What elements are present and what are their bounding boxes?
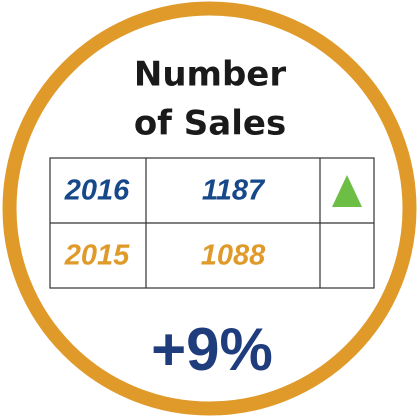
sales: 1088 bbox=[201, 240, 266, 272]
table: 2016 1187 2015 1088 bbox=[49, 157, 375, 289]
change: +9% bbox=[151, 316, 273, 383]
sales: 1187 bbox=[202, 175, 266, 207]
year: 2016 bbox=[64, 175, 130, 207]
year: 2015 bbox=[64, 240, 130, 272]
title-line: of Sales bbox=[134, 104, 286, 144]
title-line: Number bbox=[134, 55, 286, 95]
up-arrow bbox=[332, 175, 362, 207]
